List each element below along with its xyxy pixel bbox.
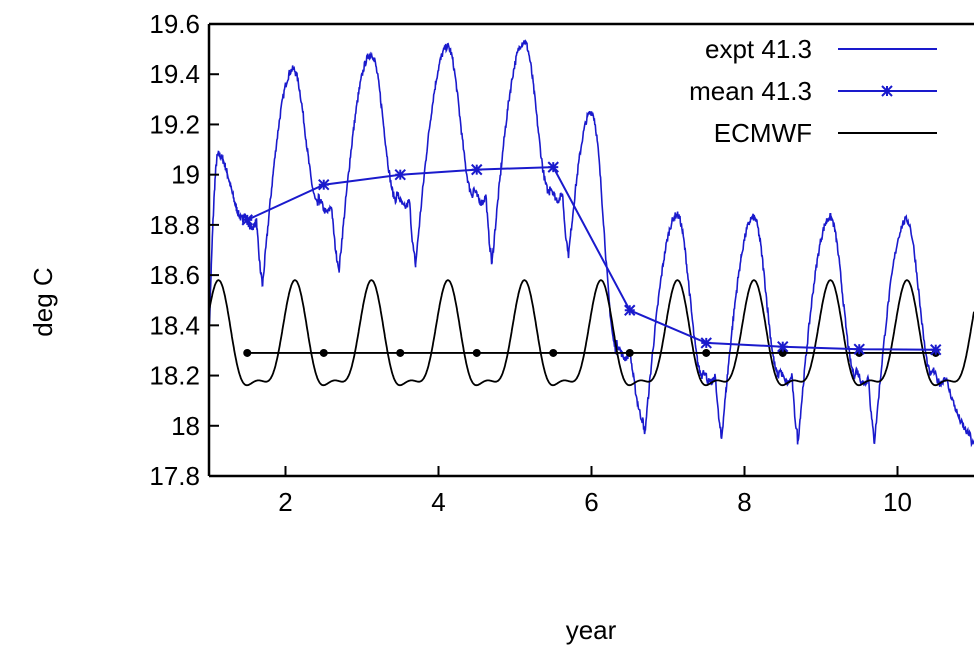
mean-point: [471, 163, 483, 176]
ecmwf-mean-point: [243, 348, 252, 357]
mean-point: [394, 168, 406, 181]
ecmwf-mean-point: [396, 348, 405, 357]
series-ecmwf-line: [209, 279, 974, 387]
ecmwf-mean-point: [702, 348, 711, 357]
y-tick-label: 18: [171, 411, 200, 441]
ecmwf-mean-point: [549, 348, 558, 357]
x-axis-title: year: [566, 615, 617, 645]
mean-point: [547, 161, 559, 173]
ecmwf-mean-point: [625, 348, 634, 357]
y-tick-label: 18.4: [149, 310, 200, 340]
y-tick-label: 18.8: [149, 210, 200, 240]
mean-point: [700, 337, 712, 349]
y-tick-label: 19.2: [149, 109, 200, 139]
mean-point: [777, 340, 789, 353]
ecmwf-mean-point: [778, 348, 787, 357]
mean-point: [624, 304, 636, 316]
x-tick-label: 4: [431, 487, 445, 517]
series-expt-line: [209, 39, 974, 448]
legend-label-mean: mean 41.3: [689, 76, 812, 106]
mean-point: [853, 343, 865, 355]
y-tick-label: 19: [171, 160, 200, 190]
y-axis-title: deg C: [28, 267, 58, 336]
tick-labels: 17.8 18 18.2 18.4 18.6 18.8 19 19.2 19.4 19.6 2 4 6 8…: [149, 9, 912, 517]
mean-point: [318, 179, 330, 191]
legend-label-expt: expt 41.3: [705, 34, 812, 64]
legend-marker-mean: [881, 85, 893, 97]
x-tick-label: 2: [278, 487, 292, 517]
legend-mean-marker: [881, 85, 893, 97]
x-tick-label: 8: [737, 487, 751, 517]
legend: expt 41.3 mean 41.3 ECMWF: [689, 34, 937, 148]
y-tick-label: 18.2: [149, 361, 200, 391]
plot-area: [207, 22, 974, 478]
mean-point: [241, 214, 253, 226]
series-mean-line: [246, 166, 936, 351]
mean-point: [930, 343, 942, 356]
ecmwf-mean-point: [319, 348, 328, 357]
x-tick-label: 10: [883, 487, 912, 517]
y-tick-label: 18.6: [149, 260, 200, 290]
legend-label-ecmwf: ECMWF: [714, 118, 812, 148]
y-tick-label: 17.8: [149, 461, 200, 491]
y-tick-label: 19.6: [149, 9, 200, 39]
x-tick-label: 6: [584, 487, 598, 517]
ecmwf-mean-point: [472, 348, 481, 357]
y-tick-label: 19.4: [149, 59, 200, 89]
